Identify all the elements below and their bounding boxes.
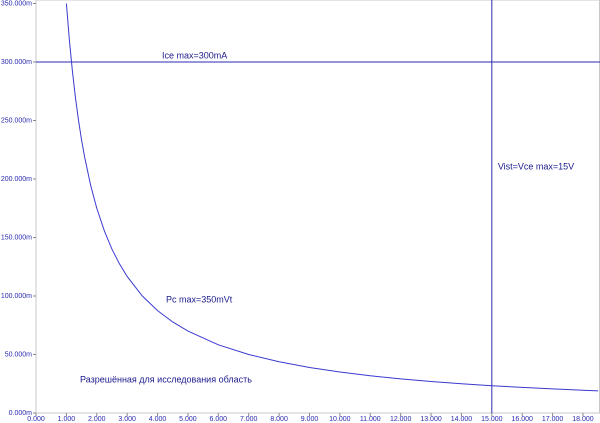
x-tick-label: 3.000 <box>118 416 136 423</box>
y-tick-label: 0.000m <box>9 410 33 417</box>
x-tick-label: 17.000 <box>542 416 564 423</box>
x-tick-label: 8.000 <box>270 416 288 423</box>
curve <box>65 3 599 392</box>
annotation: Разрешённая для исследования область <box>80 374 252 384</box>
y-tick-label: 300.000m <box>1 59 32 66</box>
limit-label: Vist=Vce max=15V <box>498 161 574 171</box>
x-tick-label: 12.000 <box>390 416 412 423</box>
limit-label: Ice max=300mA <box>162 50 227 60</box>
x-tick-label: 2.000 <box>88 416 106 423</box>
y-tick-label: 200.000m <box>1 176 32 183</box>
y-tick-label: 350.000m <box>1 0 32 7</box>
x-tick-label: 18.000 <box>572 416 594 423</box>
x-tick-label: 5.000 <box>179 416 197 423</box>
y-tick-label: 100.000m <box>1 293 32 300</box>
x-tick-label: 6.000 <box>210 416 228 423</box>
x-tick-label: 15.000 <box>481 416 503 423</box>
y-tick-label: 150.000m <box>1 234 32 241</box>
x-tick-label: 4.000 <box>149 416 167 423</box>
x-tick-label: 16.000 <box>511 416 533 423</box>
x-tick-label: 13.000 <box>420 416 442 423</box>
y-tick-label: 50.000m <box>5 351 32 358</box>
x-tick-label: 14.000 <box>451 416 473 423</box>
y-tick-label: 250.000m <box>1 117 32 124</box>
annotation: Pc max=350mVt <box>166 294 233 304</box>
x-tick-label: 7.000 <box>240 416 258 423</box>
x-tick-label: 11.000 <box>360 416 381 423</box>
x-tick-label: 10.000 <box>329 416 351 423</box>
x-tick-label: 0.000 <box>27 416 45 423</box>
x-tick-label: 1.000 <box>58 416 76 423</box>
x-tick-label: 9.000 <box>301 416 319 423</box>
